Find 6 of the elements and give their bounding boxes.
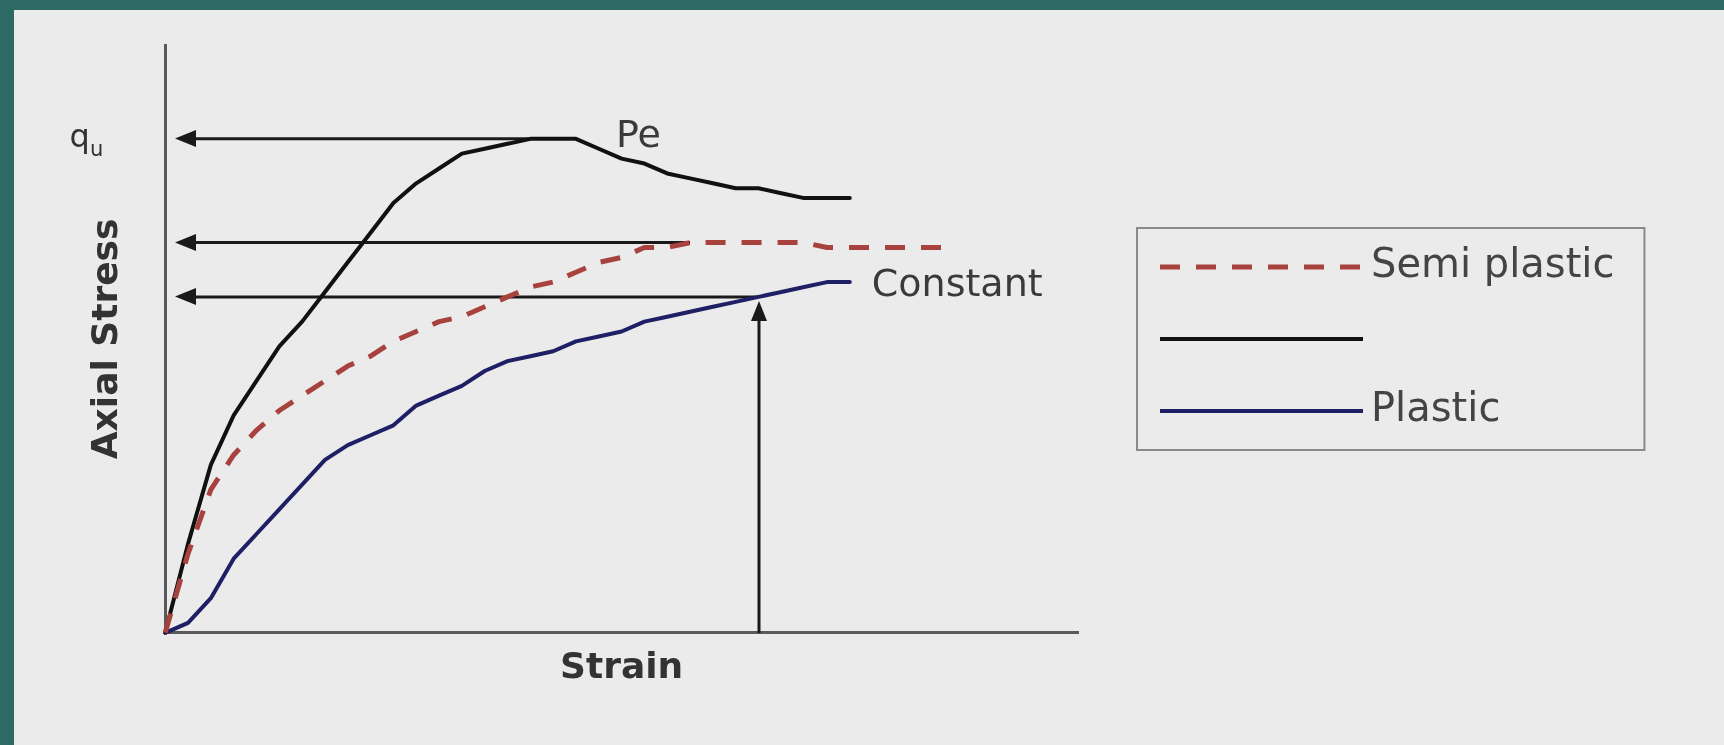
text: Plastic xyxy=(1371,384,1501,431)
x-axis-title: Strain xyxy=(560,644,684,686)
y-axis-title: Axial Stress xyxy=(83,218,125,460)
text: Semi plastic xyxy=(1371,240,1615,287)
annotation: Constant xyxy=(871,260,1043,305)
annotation: Pe xyxy=(615,111,661,156)
